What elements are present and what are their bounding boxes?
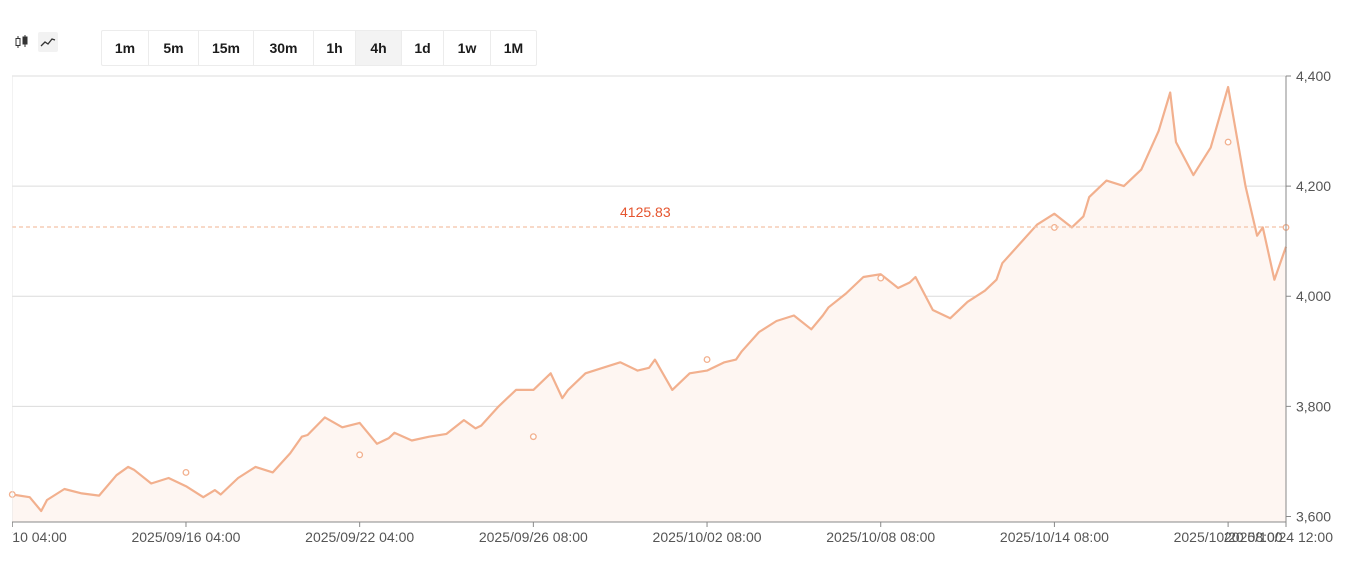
x-tick-label: 2025/10/02 08:00	[653, 529, 762, 545]
chart-type-switcher	[12, 32, 58, 52]
line-marker	[529, 433, 537, 441]
x-tick-label: 2025/10/08 08:00	[826, 529, 935, 545]
line-chart-icon	[40, 38, 56, 47]
x-tick-label: 2025/09/22 04:00	[305, 529, 414, 545]
price-area	[12, 87, 1286, 522]
interval-1h[interactable]: 1h	[314, 31, 356, 65]
line-marker	[877, 274, 885, 282]
axes: 3,600 3,800 4,000 4,200 4,400 2025/09/10 04:0…	[0, 68, 1333, 545]
interval-1d[interactable]: 1d	[402, 31, 444, 65]
y-tick-label: 3,600	[1296, 508, 1331, 524]
interval-1m[interactable]: 1m	[102, 31, 149, 65]
x-tick-label: 2025/09/16 04:00	[131, 529, 240, 545]
y-tick-label: 4,200	[1296, 178, 1331, 194]
y-tick-label: 4,000	[1296, 288, 1331, 304]
interval-4h[interactable]: 4h	[356, 31, 402, 65]
candlestick-icon	[15, 35, 28, 48]
x-tick-label: 2025/10/14 08:00	[1000, 529, 1109, 545]
interval-15m[interactable]: 15m	[199, 31, 254, 65]
interval-1w[interactable]: 1w	[444, 31, 491, 65]
interval-30m[interactable]: 30m	[254, 31, 314, 65]
price-line	[12, 85, 1288, 513]
line-chart-button[interactable]	[38, 32, 58, 52]
y-tick-label: 4,400	[1296, 68, 1331, 84]
candlestick-button[interactable]	[12, 32, 32, 52]
line-marker	[356, 451, 364, 459]
x-tick-label: 2025/10/24 12:00	[1224, 529, 1333, 545]
y-tick-label: 3,800	[1296, 398, 1331, 414]
interval-selector: 1m 5m 15m 30m 1h 4h 1d 1w 1M	[101, 30, 537, 66]
line-marker	[182, 468, 190, 476]
line-marker	[1224, 138, 1232, 146]
current-price-label: 4125.83	[620, 204, 671, 220]
interval-5m[interactable]: 5m	[149, 31, 199, 65]
x-tick-label: 2025/09/26 08:00	[479, 529, 588, 545]
interval-1M[interactable]: 1M	[503, 40, 524, 56]
line-marker	[703, 356, 711, 364]
x-tick-label: 2025/10/20 08:00	[1174, 529, 1283, 545]
x-tick-label: 2025/09/10 04:00	[0, 529, 67, 545]
